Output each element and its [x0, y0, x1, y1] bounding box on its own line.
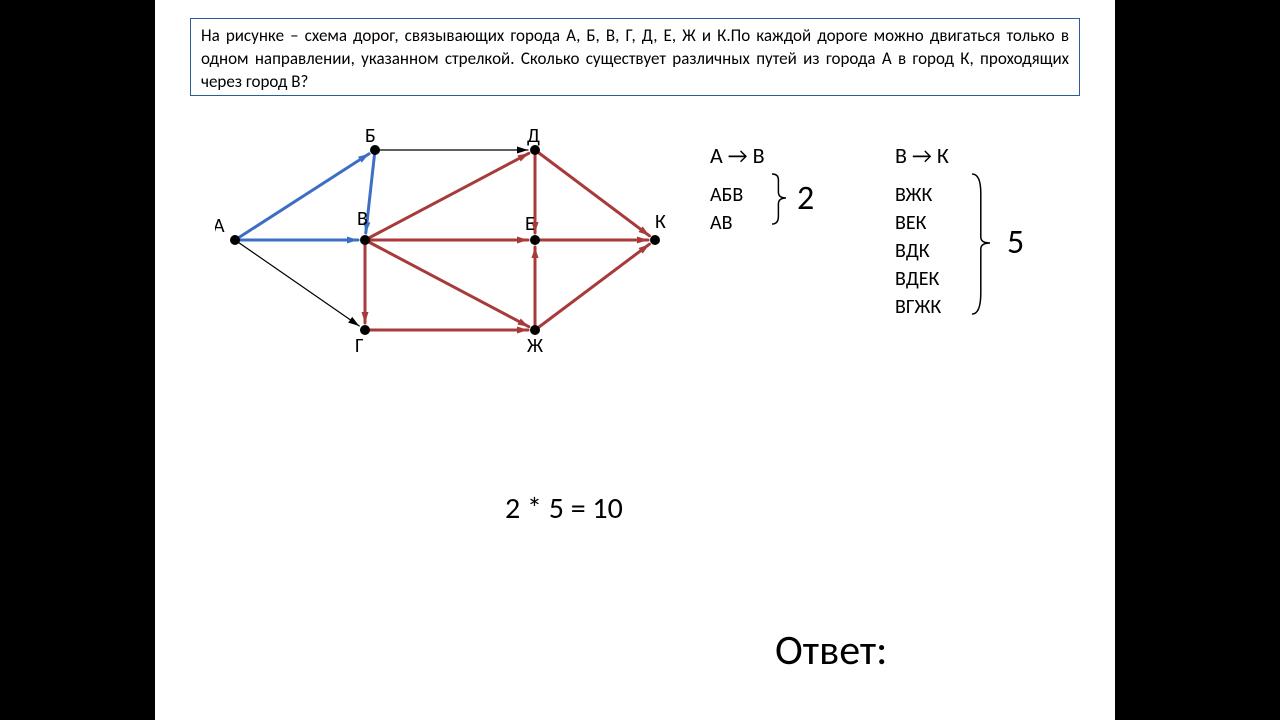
svg-text:К: К [655, 210, 666, 234]
brace-icon [770, 172, 790, 230]
path-item: АВ [710, 209, 765, 237]
svg-text:Д: Д [527, 124, 540, 148]
answer-label: Ответ: [775, 625, 887, 676]
path-item: ВДЕК [895, 265, 949, 293]
paths-v-to-k: В → К ВЖКВЕКВДКВДЕКВГЖК [895, 142, 949, 321]
path-item: ВЕК [895, 209, 949, 237]
svg-text:Б: Б [365, 124, 376, 148]
path-item: ВДК [895, 237, 949, 265]
road-graph: А В Б Г Д Е Ж К [215, 120, 685, 360]
path-item: ВГЖК [895, 293, 949, 321]
slide: На рисунке – схема дорог, связывающих го… [155, 0, 1115, 720]
svg-text:Г: Г [355, 334, 364, 358]
svg-text:В: В [357, 207, 368, 231]
problem-text-box: На рисунке – схема дорог, связывающих го… [190, 18, 1080, 96]
paths-a-to-v: А → В АБВАВ [710, 142, 765, 237]
count-v-to-k: 5 [1007, 222, 1024, 263]
path-item: ВЖК [895, 181, 949, 209]
brace-icon [970, 172, 994, 320]
path-item: АБВ [710, 181, 765, 209]
svg-text:Ж: Ж [527, 334, 543, 358]
multiplication-equation: 2 * 5 = 10 [505, 490, 623, 527]
svg-text:Е: Е [525, 212, 535, 236]
problem-text: На рисунке – схема дорог, связывающих го… [201, 25, 1069, 92]
paths-a-to-v-header: А → В [710, 142, 765, 169]
count-a-to-v: 2 [797, 178, 814, 219]
svg-text:А: А [215, 214, 225, 238]
paths-v-to-k-header: В → К [895, 142, 949, 169]
